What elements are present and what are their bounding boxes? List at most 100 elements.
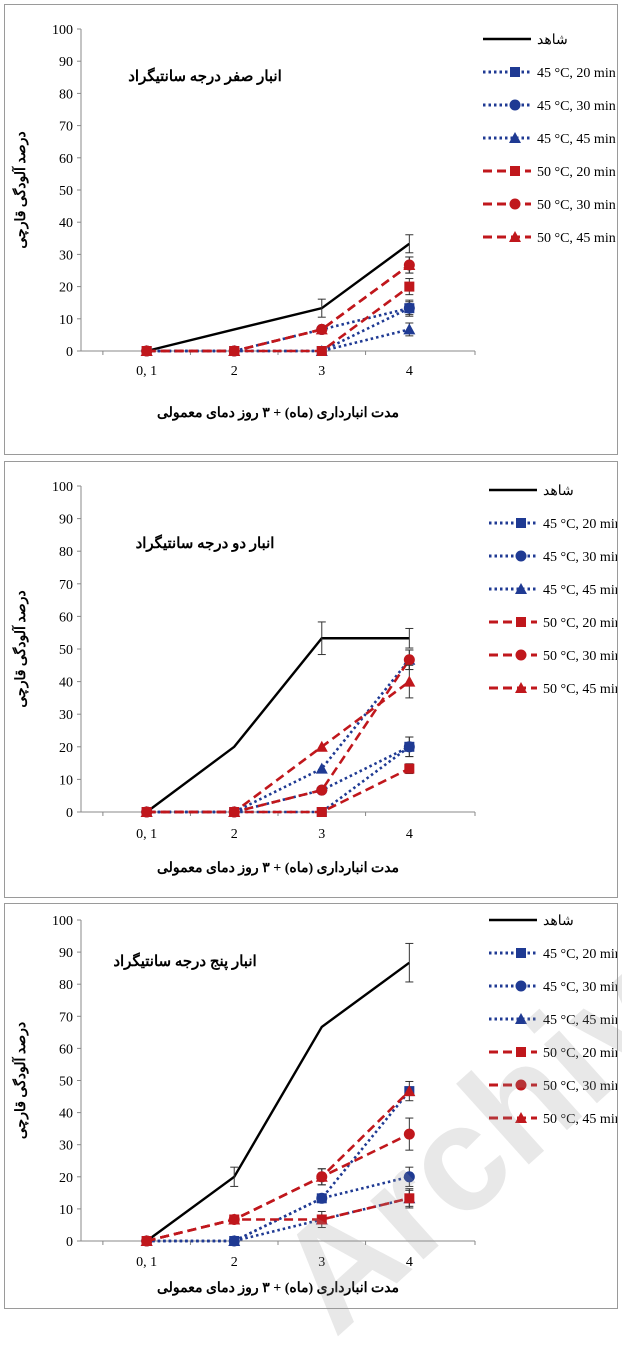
- data-point: [403, 323, 416, 335]
- legend-label: 45 °C, 30 min: [543, 550, 617, 565]
- y-tick-label: 60: [59, 1042, 73, 1057]
- legend-marker: [515, 583, 527, 594]
- series-line: [145, 961, 411, 1242]
- x-tick-label: 2: [231, 1255, 238, 1270]
- legend-label: 50 °C, 30 min: [537, 198, 616, 213]
- legend-marker: [509, 231, 521, 242]
- x-tick-label: 0, 1: [136, 364, 157, 379]
- series-3: [140, 1188, 416, 1246]
- y-tick-label: 0: [66, 345, 73, 360]
- legend-marker: [509, 99, 521, 111]
- y-tick-label: 60: [59, 152, 73, 167]
- legend-marker: [510, 67, 520, 77]
- chart-title: انبار پنج درجه سانتیگراد: [113, 952, 256, 971]
- series-6: [140, 1080, 416, 1246]
- y-tick-label: 50: [59, 643, 73, 658]
- series-6: [140, 664, 416, 817]
- y-tick-label: 50: [59, 184, 73, 199]
- legend: شاهد 45 °C, 20 min 45 °C, 30 min 45 °C, 45 …: [483, 33, 616, 246]
- legend-label: 50 °C, 45 min: [543, 682, 617, 697]
- legend-marker: [516, 1047, 526, 1057]
- legend-marker: [516, 617, 526, 627]
- x-tick-label: 2: [231, 364, 238, 379]
- series-line: [146, 658, 411, 814]
- y-tick-label: 50: [59, 1075, 73, 1090]
- data-point: [140, 806, 153, 817]
- y-tick-label: 10: [59, 1203, 73, 1218]
- y-tick-label: 80: [59, 978, 73, 993]
- y-tick-label: 80: [59, 545, 73, 560]
- data-point: [403, 1128, 415, 1140]
- x-tick-label: 0, 1: [136, 1255, 157, 1270]
- series-3: [140, 649, 416, 817]
- y-tick-label: 100: [52, 914, 73, 929]
- legend-marker: [509, 132, 521, 143]
- y-tick-label: 30: [59, 708, 73, 723]
- data-point: [228, 806, 241, 817]
- y-tick-label: 70: [59, 120, 73, 135]
- y-tick-label: 10: [59, 313, 73, 328]
- data-point: [316, 807, 327, 817]
- y-tick-label: 10: [59, 773, 73, 788]
- legend-label: شاهد: [543, 484, 574, 499]
- series-5: [141, 1117, 415, 1247]
- data-point: [316, 1192, 328, 1204]
- series-1: [141, 1086, 415, 1246]
- legend: شاهد 45 °C, 20 min 45 °C, 30 min 45 °C, 45 …: [489, 484, 617, 697]
- series-line: [146, 242, 411, 353]
- y-axis-label: درصد آلودگی قارچی: [11, 590, 29, 707]
- data-point: [140, 1235, 153, 1246]
- series-1: [141, 299, 415, 356]
- data-point: [403, 302, 415, 314]
- data-point: [403, 1171, 415, 1183]
- legend-label: 45 °C, 20 min: [537, 66, 616, 81]
- y-tick-label: 0: [66, 806, 73, 821]
- legend-marker: [515, 649, 527, 661]
- data-point: [403, 675, 416, 687]
- y-tick-label: 100: [52, 23, 73, 38]
- legend-marker: [510, 166, 520, 176]
- y-tick-label: 40: [59, 216, 73, 231]
- data-point: [403, 654, 415, 666]
- legend-label: 45 °C, 45 min: [543, 583, 617, 598]
- legend-label: 45 °C, 20 min: [543, 517, 617, 532]
- legend-marker: [516, 948, 526, 958]
- series-line: [146, 680, 411, 814]
- series-2: [141, 736, 415, 818]
- x-tick-label: 2: [231, 827, 238, 842]
- series-6: [140, 256, 416, 356]
- y-tick-label: 40: [59, 1107, 73, 1122]
- legend-label: 50 °C, 20 min: [543, 616, 617, 631]
- data-point: [403, 259, 416, 271]
- series-line: [146, 1090, 411, 1243]
- y-tick-label: 100: [52, 480, 73, 495]
- legend-label: 50 °C, 20 min: [543, 1046, 617, 1061]
- x-tick-label: 3: [318, 364, 325, 379]
- data-point: [315, 762, 328, 774]
- data-point: [404, 281, 415, 292]
- legend-label: 50 °C, 30 min: [543, 1079, 617, 1094]
- x-tick-label: 0, 1: [136, 827, 157, 842]
- data-point: [315, 323, 328, 335]
- y-axis-label: درصد آلودگی قارچی: [11, 1022, 29, 1139]
- chart-svg-1: 0 10 20 30 40 50 60 70 80 90 100 0, 1 2 3 4 انبار دو در…: [11, 480, 617, 876]
- series-line: [146, 1197, 410, 1243]
- x-tick-label: 3: [318, 827, 325, 842]
- series-line: [146, 1132, 410, 1243]
- data-point: [316, 784, 328, 796]
- data-point: [403, 741, 415, 753]
- y-tick-label: 90: [59, 513, 73, 528]
- x-tick-label: 3: [318, 1255, 325, 1270]
- x-axis-label: مدت انبارداری (ماه) + ۳ روز دمای معمولی: [157, 861, 399, 876]
- legend-marker: [515, 1112, 527, 1123]
- data-point: [404, 1193, 415, 1204]
- series-0: [145, 621, 414, 813]
- chart-title: انبار دو درجه سانتیگراد: [136, 534, 275, 552]
- legend-label: 45 °C, 45 min: [537, 132, 616, 147]
- legend-label: شاهد: [543, 914, 574, 929]
- series-line: [146, 767, 410, 814]
- chart-panel-1: 0 10 20 30 40 50 60 70 80 90 100 0, 1 2 3 4 انبار دو در…: [4, 461, 618, 898]
- y-tick-label: 70: [59, 1010, 73, 1025]
- legend-marker: [516, 518, 526, 528]
- y-tick-label: 30: [59, 248, 73, 263]
